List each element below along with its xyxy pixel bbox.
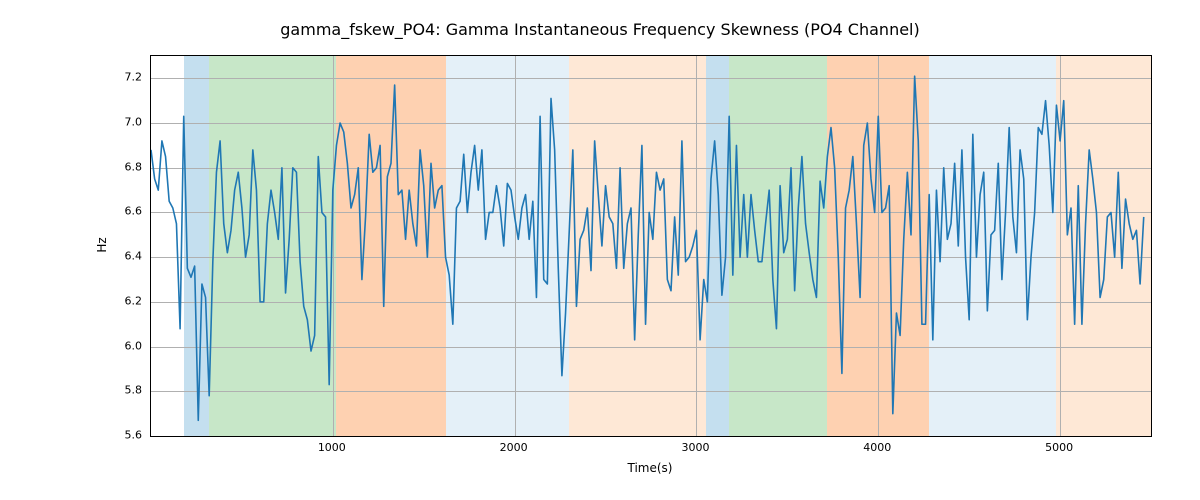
y-tick-label: 5.6 [125, 429, 143, 442]
y-tick-label: 6.4 [125, 250, 143, 263]
y-tick-label: 6.2 [125, 294, 143, 307]
x-tick-label: 1000 [318, 441, 346, 454]
y-tick-label: 5.8 [125, 384, 143, 397]
plot-area [150, 55, 1152, 437]
y-tick-label: 6.8 [125, 160, 143, 173]
y-grid-line [151, 436, 1151, 437]
series-line [151, 76, 1144, 420]
y-tick-label: 6.0 [125, 339, 143, 352]
x-tick-label: 4000 [863, 441, 891, 454]
y-tick-label: 7.2 [125, 71, 143, 84]
y-tick-label: 6.6 [125, 205, 143, 218]
x-tick-label: 2000 [500, 441, 528, 454]
figure: gamma_fskew_PO4: Gamma Instantaneous Fre… [0, 0, 1200, 500]
y-tick-label: 7.0 [125, 116, 143, 129]
y-axis-label: Hz [95, 237, 109, 252]
x-axis-label: Time(s) [628, 461, 673, 475]
x-tick-label: 5000 [1045, 441, 1073, 454]
line-series [151, 56, 1151, 436]
x-tick-label: 3000 [681, 441, 709, 454]
chart-title: gamma_fskew_PO4: Gamma Instantaneous Fre… [0, 20, 1200, 39]
